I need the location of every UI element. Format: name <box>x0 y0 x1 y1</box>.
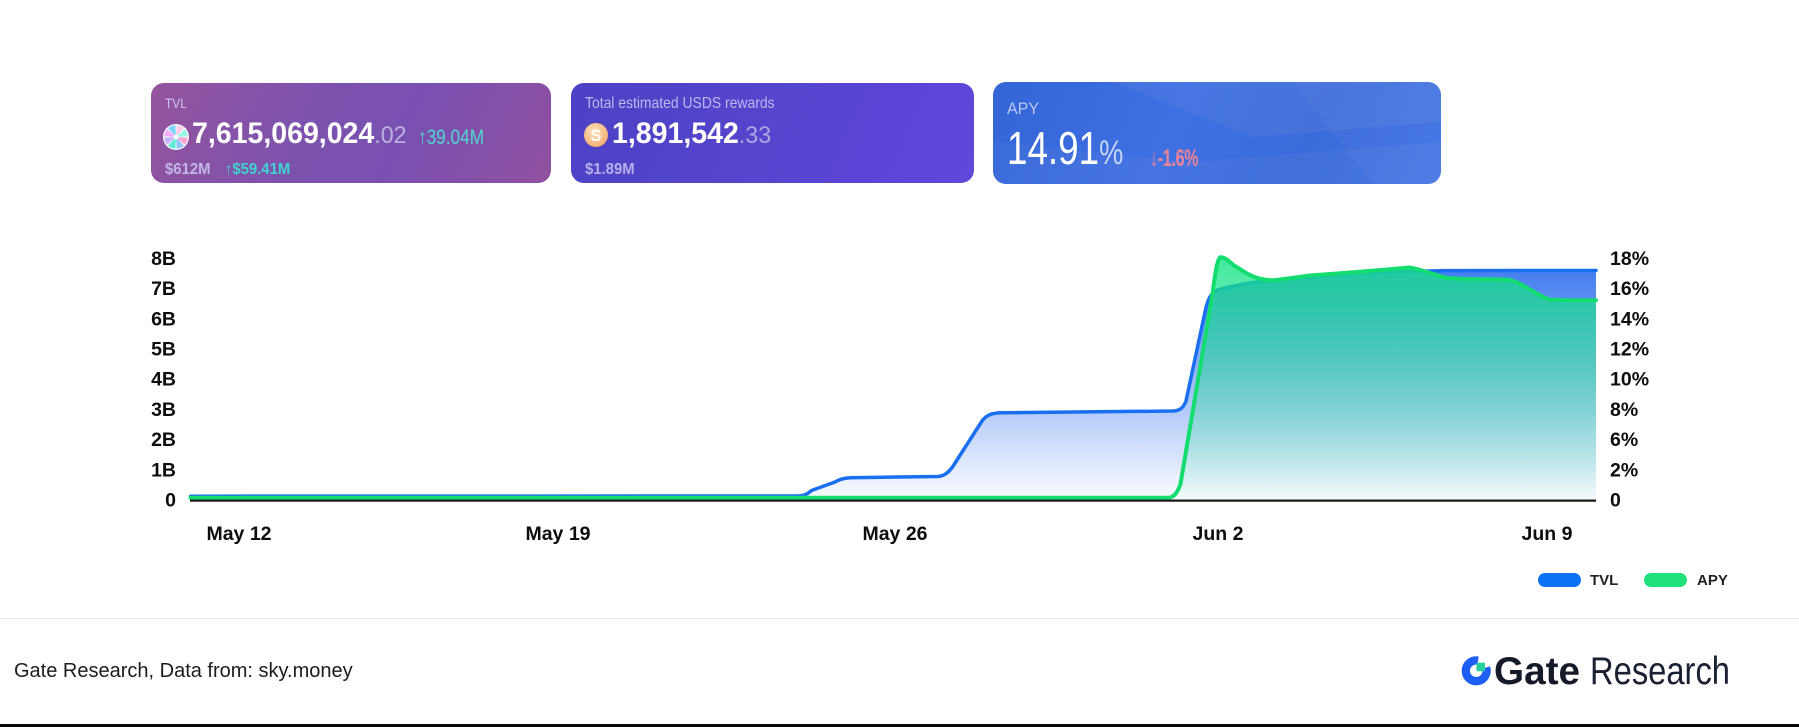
svg-text:7B: 7B <box>151 278 176 300</box>
svg-text:May 12: May 12 <box>206 523 271 545</box>
svg-text:Research: Research <box>1590 650 1730 693</box>
svg-text:Jun 9: Jun 9 <box>1522 523 1573 545</box>
svg-text:14%: 14% <box>1610 308 1649 330</box>
svg-text:Jun 2: Jun 2 <box>1193 523 1244 545</box>
svg-text:0: 0 <box>165 490 176 512</box>
svg-text:4B: 4B <box>151 369 176 391</box>
svg-text:Gate: Gate <box>1494 650 1580 693</box>
svg-text:1B: 1B <box>151 459 176 481</box>
svg-text:0: 0 <box>1610 490 1621 512</box>
svg-text:May 26: May 26 <box>862 523 927 545</box>
svg-text:6B: 6B <box>151 308 176 330</box>
svg-text:2%: 2% <box>1610 459 1638 481</box>
svg-text:12%: 12% <box>1610 339 1649 361</box>
svg-text:8%: 8% <box>1610 399 1638 421</box>
svg-text:10%: 10% <box>1610 369 1649 391</box>
svg-text:8B: 8B <box>151 248 176 270</box>
svg-text:May 19: May 19 <box>525 523 590 545</box>
svg-text:2B: 2B <box>151 429 176 451</box>
svg-text:S: S <box>591 127 602 145</box>
svg-text:16%: 16% <box>1610 278 1649 300</box>
svg-text:6%: 6% <box>1610 429 1638 451</box>
svg-text:5B: 5B <box>151 339 176 361</box>
svg-text:3B: 3B <box>151 399 176 421</box>
svg-text:18%: 18% <box>1610 248 1649 270</box>
